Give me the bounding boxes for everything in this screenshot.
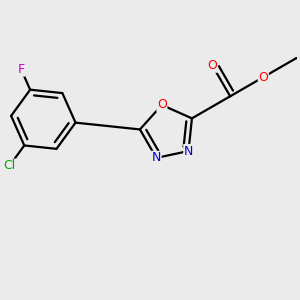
Text: Cl: Cl <box>4 159 16 172</box>
Text: O: O <box>258 71 268 84</box>
Text: N: N <box>152 152 161 164</box>
Text: O: O <box>208 59 218 72</box>
Text: O: O <box>157 98 167 112</box>
Text: N: N <box>184 145 193 158</box>
Text: F: F <box>18 63 25 76</box>
